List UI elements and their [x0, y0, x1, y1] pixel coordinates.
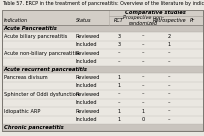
Text: Indication: Indication	[3, 18, 28, 23]
Text: Pancreas divisum: Pancreas divisum	[3, 75, 47, 80]
Text: –: –	[142, 42, 144, 47]
Text: –: –	[168, 92, 171, 97]
Text: Acute recurrent pancreatitis: Acute recurrent pancreatitis	[3, 67, 88, 72]
Text: –: –	[142, 83, 144, 88]
Text: Comparative studies: Comparative studies	[125, 10, 186, 15]
Text: –: –	[118, 100, 120, 105]
Text: Reviewed: Reviewed	[76, 109, 100, 114]
Text: 3: 3	[118, 42, 121, 47]
Text: Included: Included	[76, 83, 97, 88]
Text: –: –	[168, 109, 171, 114]
Text: Included: Included	[76, 100, 97, 105]
Text: –: –	[168, 75, 171, 80]
Text: Acute non-biliary pancreatitis: Acute non-biliary pancreatitis	[3, 51, 78, 56]
Text: 0: 0	[142, 117, 145, 122]
Bar	[1, 10, 203, 131]
Text: –: –	[168, 83, 171, 88]
Text: 1: 1	[118, 109, 121, 114]
Text: Idiopathic ARP: Idiopathic ARP	[3, 109, 40, 114]
Text: –: –	[142, 51, 144, 56]
Bar	[1, 10, 203, 131]
Text: –: –	[168, 51, 171, 56]
Text: Reviewed: Reviewed	[76, 92, 100, 97]
Bar	[1, 25, 203, 32]
Text: 1: 1	[118, 117, 121, 122]
Text: –: –	[142, 59, 144, 64]
Text: Reviewed: Reviewed	[76, 51, 100, 56]
Text: –: –	[168, 100, 171, 105]
Text: –: –	[142, 100, 144, 105]
Text: Included: Included	[76, 117, 97, 122]
Text: Acute biliary pancreatitis: Acute biliary pancreatitis	[3, 34, 67, 39]
Text: Chronic pancreatitis: Chronic pancreatitis	[3, 125, 63, 130]
Text: Included: Included	[76, 42, 97, 47]
Bar	[1, 124, 203, 131]
Text: –: –	[142, 92, 144, 97]
Text: Prospective non-
randomized: Prospective non- randomized	[123, 15, 164, 26]
Text: –: –	[118, 59, 120, 64]
Text: Acute Pancreatitis: Acute Pancreatitis	[3, 26, 57, 31]
Text: 3: 3	[118, 34, 121, 39]
Text: 2: 2	[168, 34, 171, 39]
Text: Reviewed: Reviewed	[76, 75, 100, 80]
Text: –: –	[118, 51, 120, 56]
Text: Included: Included	[76, 59, 97, 64]
Text: –: –	[168, 59, 171, 64]
Bar	[1, 10, 203, 25]
Text: –: –	[142, 75, 144, 80]
Text: 1: 1	[118, 75, 121, 80]
Text: Table 57. ERCP in the treatment of pancreatitis: Overview of the literature by i: Table 57. ERCP in the treatment of pancr…	[2, 1, 204, 7]
Text: RCT: RCT	[114, 18, 124, 23]
Text: 1: 1	[118, 83, 121, 88]
Text: Sphincter of Oddi dysfunction: Sphincter of Oddi dysfunction	[3, 92, 79, 97]
Text: Reviewed: Reviewed	[76, 34, 100, 39]
Text: –: –	[142, 34, 144, 39]
Text: Retrospective: Retrospective	[153, 18, 186, 23]
Text: 1: 1	[168, 42, 171, 47]
Text: –: –	[168, 117, 171, 122]
Text: Pr: Pr	[190, 18, 194, 23]
Text: Status: Status	[76, 18, 91, 23]
Bar	[1, 66, 203, 73]
Text: –: –	[118, 92, 120, 97]
Text: 1: 1	[142, 109, 145, 114]
